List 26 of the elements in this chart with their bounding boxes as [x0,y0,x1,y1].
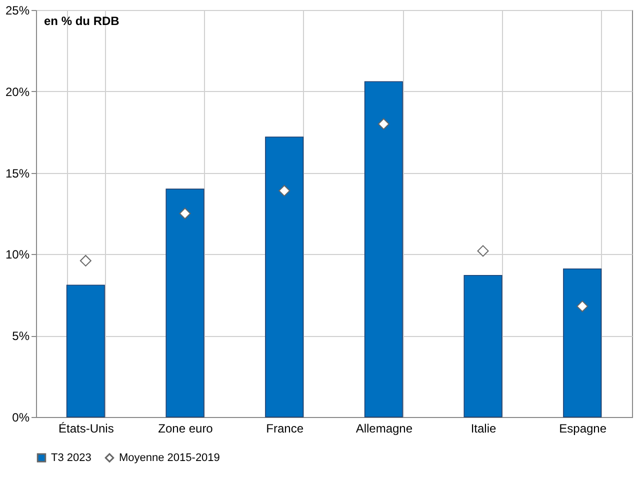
bar [563,268,602,418]
bar [464,274,502,418]
point [477,245,489,257]
legend-label: Moyenne 2015-2019 [119,452,220,464]
bar [66,284,105,418]
x-tick-label: Zone euro [158,422,214,436]
point [278,184,290,196]
y-tick-label: 15% [5,166,30,180]
x-tick-label: France [266,422,304,436]
y-tick-label: 25% [5,4,30,18]
bar [265,136,304,418]
x-tick-label: États-Unis [58,422,114,436]
y-tick-label: 20% [5,84,30,99]
point [576,300,588,312]
x-tick-label: Italie [470,422,496,436]
legend-label: T3 2023 [51,452,92,464]
bar [364,81,403,418]
annotation: en % du RDB [44,14,120,28]
bar [166,188,204,418]
y-tick-label: 10% [5,248,30,262]
y-tick-label: 0% [12,410,30,424]
point [378,118,390,130]
x-tick-label: Allemagne [356,422,413,436]
x-tick-label: Espagne [559,422,607,436]
y-tick-label: 5% [12,329,30,344]
point [179,208,191,220]
